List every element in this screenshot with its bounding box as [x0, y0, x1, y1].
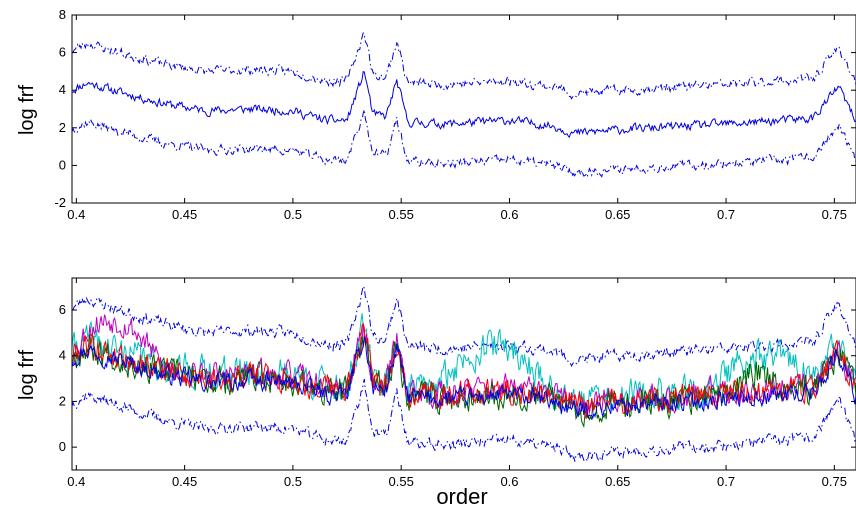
- top-ylabel: log frf: [16, 85, 38, 135]
- top-xtick-label: 0.6: [500, 207, 518, 222]
- top-ytick-label: 2: [59, 120, 66, 135]
- bottom-ytick-label: 2: [59, 393, 66, 408]
- top-ytick-label: -2: [54, 195, 66, 210]
- bottom-xtick-label: 0.55: [389, 474, 414, 489]
- top-xtick-label: 0.7: [717, 207, 735, 222]
- top-xticks: 0.4 0.45 0.5 0.55 0.6 0.65 0.7 0.75: [67, 15, 847, 222]
- bottom-panel: 0.4 0.45 0.5 0.55 0.6 0.65 0.7 0.75 0 2 4 6 log fr…: [16, 277, 856, 509]
- bottom-ytick-label: 0: [59, 439, 66, 454]
- bottom-series-line-2: [72, 313, 856, 418]
- bottom-ytick-label: 4: [59, 348, 66, 363]
- top-ytick-label: 6: [59, 45, 66, 60]
- bottom-xtick-label: 0.7: [717, 474, 735, 489]
- bottom-xtick-label: 0.65: [605, 474, 630, 489]
- bottom-ylabel: log frf: [16, 350, 38, 400]
- bottom-plot-frame: [71, 277, 856, 471]
- bottom-series-line-0: [72, 284, 856, 368]
- bottom-xtick-label: 0.45: [172, 474, 197, 489]
- top-xtick-label: 0.75: [822, 207, 847, 222]
- top-series-line-1: [72, 31, 856, 100]
- top-yticks: -2 0 2 4 6 8: [54, 7, 856, 210]
- bottom-series-line-6: [72, 336, 856, 420]
- bottom-xtick-label: 0.75: [822, 474, 847, 489]
- bottom-xtick-label: 0.4: [67, 474, 85, 489]
- top-xtick-label: 0.5: [284, 207, 302, 222]
- bottom-yticks: 0 2 4 6: [59, 302, 856, 454]
- top-ytick-label: 4: [59, 82, 66, 97]
- top-series-line-0: [72, 70, 856, 139]
- top-panel: 0.4 0.45 0.5 0.55 0.6 0.65 0.7 0.75 -2 0 2 4 6 8 log…: [16, 7, 856, 222]
- top-xtick-label: 0.55: [389, 207, 414, 222]
- top-ytick-label: 0: [59, 157, 66, 172]
- top-ytick-label: 8: [59, 7, 66, 22]
- bottom-series-line-1: [72, 378, 856, 464]
- bottom-ytick-label: 6: [59, 302, 66, 317]
- bottom-plot-area: [72, 284, 856, 464]
- top-xtick-label: 0.65: [605, 207, 630, 222]
- top-plot-area: [72, 31, 856, 179]
- top-xtick-label: 0.4: [67, 207, 85, 222]
- bottom-xlabel: order: [436, 484, 487, 509]
- bottom-xtick-label: 0.6: [500, 474, 518, 489]
- bottom-series-line-5: [72, 322, 856, 419]
- bottom-xticks: 0.4 0.45 0.5 0.55 0.6 0.65 0.7 0.75: [67, 278, 847, 489]
- top-plot-frame: [71, 14, 856, 204]
- top-series-line-2: [72, 109, 856, 179]
- bottom-xtick-label: 0.5: [284, 474, 302, 489]
- top-xtick-label: 0.45: [172, 207, 197, 222]
